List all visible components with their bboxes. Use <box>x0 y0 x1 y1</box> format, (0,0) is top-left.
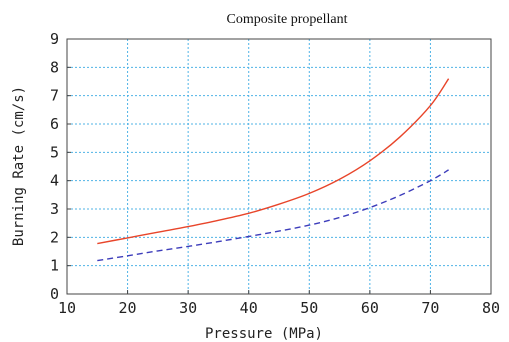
y-tick-label: 5 <box>50 143 59 161</box>
y-tick-label: 3 <box>50 200 59 218</box>
x-tick-label: 40 <box>240 299 258 317</box>
grid <box>67 39 491 294</box>
x-tick-label: 80 <box>482 299 500 317</box>
axis-ticks <box>66 38 492 295</box>
x-tick-labels: 10 20 30 40 50 60 70 80 <box>58 299 500 317</box>
y-tick-label: 7 <box>50 87 59 105</box>
chart-title: Composite propellant <box>227 12 348 27</box>
y-tick-label: 9 <box>50 30 59 48</box>
y-tick-label: 2 <box>50 228 59 246</box>
y-tick-label: 8 <box>50 58 59 76</box>
y-tick-label: 1 <box>50 257 59 275</box>
y-axis-label: Burning Rate (cm/s) <box>11 86 27 246</box>
series-line-1 <box>97 78 450 245</box>
x-tick-label: 50 <box>300 299 318 317</box>
x-tick-label: 70 <box>421 299 439 317</box>
x-tick-label: 30 <box>179 299 197 317</box>
plot-frame <box>66 38 492 295</box>
x-axis-label: Pressure (MPa) <box>205 326 323 342</box>
x-tick-label: 20 <box>119 299 137 317</box>
series-line-2 <box>97 169 449 262</box>
y-tick-labels: 0 1 2 3 4 5 6 7 8 9 <box>50 30 59 303</box>
y-tick-label: 6 <box>50 115 59 133</box>
x-tick-label: 60 <box>361 299 379 317</box>
y-tick-label: 4 <box>50 172 59 190</box>
x-tick-label: 10 <box>58 299 76 317</box>
y-tick-label: 0 <box>50 285 59 303</box>
series-layer <box>97 78 450 262</box>
